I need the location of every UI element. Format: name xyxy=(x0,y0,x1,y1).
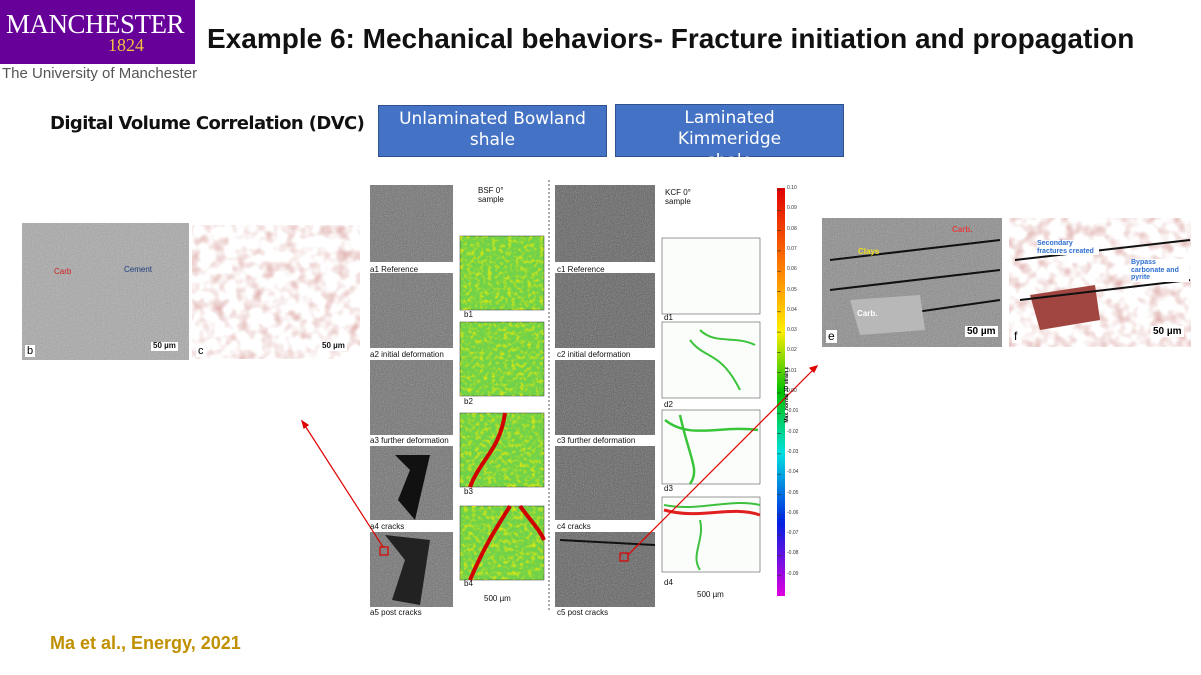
colorbar-tick-label: -0.04 xyxy=(787,469,799,476)
sample-box: Unlaminated Bowland shale xyxy=(378,105,607,157)
strain-band xyxy=(468,412,507,488)
strain-map xyxy=(661,409,761,485)
micrograph-texture xyxy=(555,185,655,262)
colorbar xyxy=(777,188,785,596)
scale-bar: 50 µm xyxy=(151,341,178,351)
logo-university: The University of Manchester xyxy=(2,65,198,82)
strain-map xyxy=(661,237,761,315)
panel-title: BSF 0° sample xyxy=(478,186,504,204)
panel-label: b1 xyxy=(464,310,473,319)
annotation: Secondary fractures created xyxy=(1037,240,1099,256)
strain-map xyxy=(661,496,761,573)
strain-band xyxy=(689,329,756,391)
colorbar-tick-label: 0.00 xyxy=(787,388,797,394)
annotation: Clays xyxy=(858,247,880,256)
micrograph-texture xyxy=(555,273,655,348)
colorbar-tick-label: 0.01 xyxy=(787,367,797,374)
colorbar-tick-label: -0.06 xyxy=(787,509,799,516)
micrograph-texture xyxy=(370,360,453,435)
colorbar-tick-label: 0.07 xyxy=(787,245,797,252)
panel-label: b2 xyxy=(464,397,473,406)
colorbar-tick-label: 0.04 xyxy=(787,306,797,313)
colorbar-tick-label: -0.05 xyxy=(787,489,799,496)
scale-bar: 50 µm xyxy=(320,341,347,351)
annotation: Carb. xyxy=(857,309,878,318)
colorbar-tick-label: -0.02 xyxy=(787,428,799,435)
strain-texture xyxy=(460,236,544,310)
panel-label: d1 xyxy=(664,313,673,322)
panel-label: a5 post cracks xyxy=(370,608,422,617)
panel-label: c3 further deformation xyxy=(557,436,636,445)
panel-label: a4 cracks xyxy=(370,522,405,531)
strain-map xyxy=(661,321,761,399)
micrograph-texture xyxy=(555,360,655,435)
panel-label: c xyxy=(196,345,206,358)
micrograph-texture xyxy=(370,185,453,262)
arrows xyxy=(300,365,819,562)
colorbar-tick-label: -0.07 xyxy=(787,530,799,537)
panel-label: f xyxy=(1012,329,1020,344)
strain-band xyxy=(664,414,759,485)
colorbar-tick-label: 0.02 xyxy=(787,347,797,354)
scale-bar: 50 µm xyxy=(965,326,998,337)
micrograph-texture xyxy=(555,446,655,520)
colorbar-tick-label: -0.08 xyxy=(787,550,799,557)
panel-title: KCF 0° sample xyxy=(665,188,691,206)
colorbar-tick-label: -0.01 xyxy=(787,408,799,415)
colorbar-tick-label: -0.09 xyxy=(787,570,799,577)
crack xyxy=(385,535,430,605)
panel-label: b xyxy=(25,345,36,358)
strain-band xyxy=(663,502,761,571)
annotation: Cement xyxy=(124,265,153,274)
panel-label: e xyxy=(826,329,837,344)
panel-label: a2 initial deformation xyxy=(370,350,444,359)
citation: Ma et al., Energy, 2021 xyxy=(50,633,241,653)
panel-label: c2 initial deformation xyxy=(557,350,631,359)
carbonate-grain xyxy=(850,295,925,335)
section-label: Digital Volume Correlation (DVC) xyxy=(50,113,365,134)
panel-label: b3 xyxy=(464,487,473,496)
sample-box: Laminated Kimmeridge shale xyxy=(615,104,844,171)
logo-block xyxy=(0,0,195,64)
panel-label: d2 xyxy=(664,400,673,409)
colorbar-tick-label: 0.09 xyxy=(787,205,797,212)
slide-title: Example 6: Mechanical behaviors- Fractur… xyxy=(207,23,1135,54)
colorbar-tick-label: 0.10 xyxy=(787,185,797,191)
micrograph-texture xyxy=(370,273,453,348)
panel-label: c4 cracks xyxy=(557,522,591,531)
micrograph-texture xyxy=(22,223,189,360)
panel-label: d4 xyxy=(664,578,673,587)
strain-band xyxy=(468,504,546,581)
segmented-phases xyxy=(192,225,360,359)
colorbar-tick-label: 0.06 xyxy=(787,266,797,273)
annotation: Carb xyxy=(54,267,72,276)
strain-band xyxy=(663,508,761,517)
scale-bar: 500 µm xyxy=(697,590,724,599)
panel-label: c5 post cracks xyxy=(557,608,609,617)
panel-label: c1 Reference xyxy=(557,265,605,274)
panel-label: b4 xyxy=(464,579,473,588)
panel-label: a1 Reference xyxy=(370,265,419,274)
colorbar-tick-label: 0.03 xyxy=(787,327,797,334)
annotation: Carb. xyxy=(952,225,973,234)
scale-bar: 500 µm xyxy=(484,594,511,603)
colorbar-tick-label: -0.03 xyxy=(787,448,799,455)
fracture xyxy=(1014,239,1191,301)
colorbar-label: Max. normal 3D strain ε xyxy=(784,366,791,423)
scale-bar: 50 µm xyxy=(1151,326,1184,337)
colorbar-tick-label: 0.08 xyxy=(787,225,797,232)
panel-label: a3 further deformation xyxy=(370,436,449,445)
logo-name: MANCHESTER xyxy=(6,9,185,39)
crack xyxy=(395,455,430,520)
logo-year: 1824 xyxy=(108,35,144,55)
panel-label: d3 xyxy=(664,484,673,493)
annotation: Bypass carbonate and pyrite xyxy=(1131,259,1189,283)
colorbar-tick-label: 0.05 xyxy=(787,286,797,293)
strain-texture xyxy=(460,322,544,396)
